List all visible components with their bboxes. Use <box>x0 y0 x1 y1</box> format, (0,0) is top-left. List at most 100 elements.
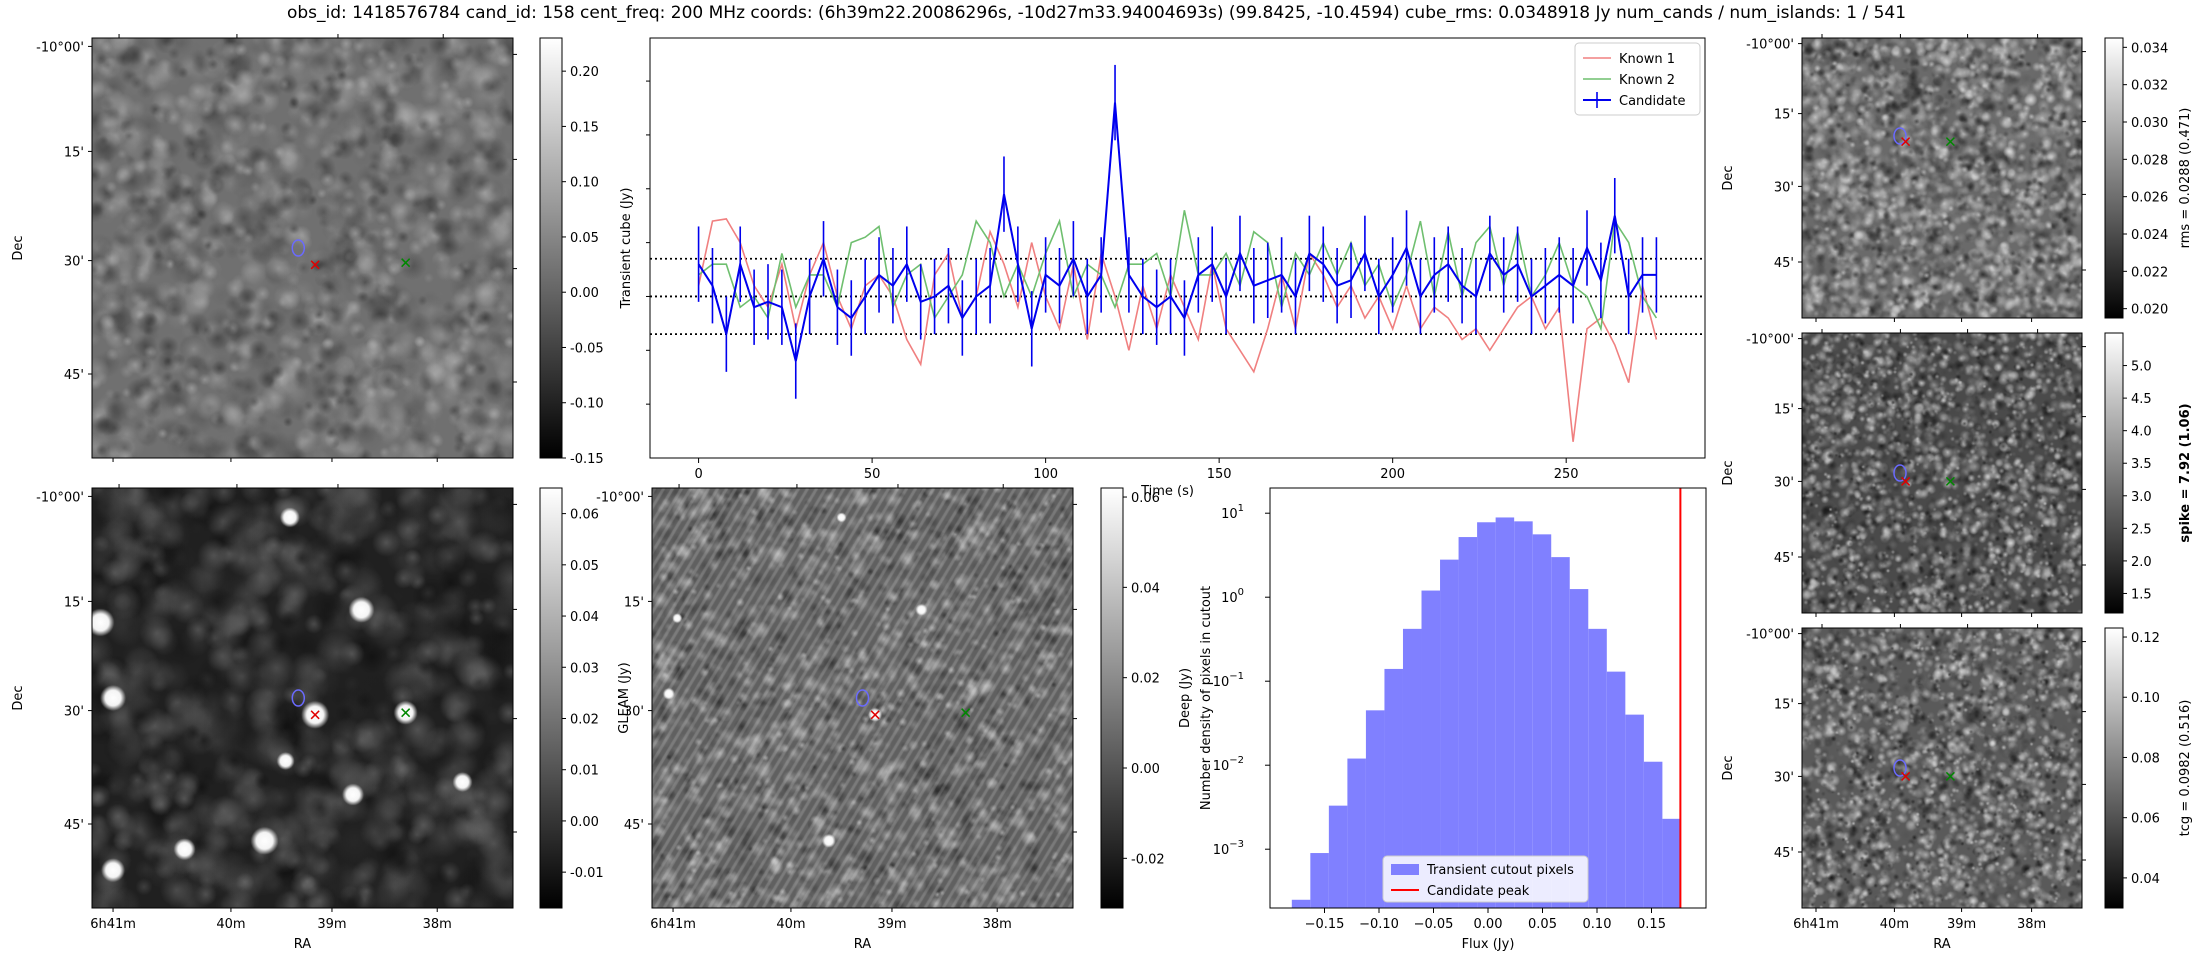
deep-cutout-colorbar <box>1100 487 1124 909</box>
histogram-bar <box>1384 668 1403 908</box>
colorbar-tick-label: 0.15 <box>570 120 599 135</box>
ra-tick-label: 38m <box>2017 917 2046 932</box>
colorbar-tick-label: 0.028 <box>2131 153 2168 168</box>
legend-label: Transient cutout pixels <box>1426 863 1574 878</box>
colorbar-label: spike = 7.92 (1.06) <box>2178 403 2193 542</box>
dec-tick-label: 15' <box>1774 403 1794 418</box>
colorbar-tick-label: 0.10 <box>570 176 599 191</box>
histogram-bar <box>1347 758 1366 908</box>
colorbar-tick-label: -0.05 <box>570 341 604 356</box>
colorbar-tick-label: 0.00 <box>570 286 599 301</box>
histogram-bar <box>1365 710 1385 908</box>
colorbar-tick-label: 0.06 <box>2131 812 2160 827</box>
colorbar-tick-label: 0.20 <box>570 65 599 80</box>
y-tick-exponent: 0 <box>1238 587 1244 598</box>
colorbar-tick-label: -0.10 <box>570 397 604 412</box>
spike-cutout-colorbar <box>2104 332 2124 614</box>
y-tick-exponent: −1 <box>1229 671 1244 682</box>
dec-tick-label: 45' <box>1774 256 1794 271</box>
legend-label: Candidate peak <box>1427 884 1530 899</box>
x-tick-label: 200 <box>1380 467 1405 482</box>
histogram-bar <box>1625 714 1644 908</box>
known-marker-green <box>401 258 411 268</box>
histogram-bar <box>1402 628 1422 908</box>
gleam-cutout-image <box>92 488 513 908</box>
colorbar-tick-label: 2.5 <box>2131 522 2152 537</box>
candidate-marker-red <box>1901 771 1911 781</box>
y-tick-label: 10−3 <box>1213 839 1244 858</box>
colorbar-tick-label: 0.024 <box>2131 228 2168 243</box>
histogram-bar <box>1606 671 1626 908</box>
dec-tick-label: 45' <box>624 818 644 833</box>
ra-tick-label: 40m <box>1880 917 1909 932</box>
colorbar-tick-label: 0.05 <box>570 559 599 574</box>
series-line-candidate <box>697 102 1657 362</box>
legend-label: Known 2 <box>1619 73 1675 88</box>
y-axis-label: Number density of pixels in cutout <box>1199 586 1214 810</box>
ra-tick-label: 38m <box>423 917 452 932</box>
colorbar-label: rms = 0.0288 (0.471) <box>2178 108 2193 249</box>
known-marker-green <box>401 708 411 718</box>
y-tick-label: 10−2 <box>1213 755 1244 774</box>
ra-tick-label: 6h41m <box>650 917 696 932</box>
dec-tick-label: 45' <box>1774 551 1794 566</box>
colorbar-tick-label: 0.10 <box>2131 691 2160 706</box>
histogram-bar <box>1514 521 1533 908</box>
rms-cutout-image <box>1802 38 2082 318</box>
histogram-bar <box>1532 534 1552 908</box>
dec-tick-label: 30' <box>1774 475 1794 490</box>
x-tick-label: 100 <box>1033 467 1058 482</box>
ra-tick-label: 6h41m <box>90 917 136 932</box>
gleam-cutout-frame <box>91 487 514 909</box>
x-tick-label: 250 <box>1554 467 1579 482</box>
histogram-bar <box>1551 557 1570 908</box>
known-marker-green <box>1945 476 1955 486</box>
colorbar-tick-label: 3.0 <box>2131 490 2152 505</box>
x-tick-label: 0.15 <box>1637 917 1666 932</box>
ra-tick-label: 39m <box>317 917 346 932</box>
histogram-bar <box>1643 761 1663 908</box>
colorbar-tick-label: 0.02 <box>1131 672 1160 687</box>
rms-cutout-frame <box>1801 37 2083 319</box>
ra-tick-label: 40m <box>216 917 245 932</box>
colorbar-tick-label: -0.15 <box>570 452 604 467</box>
candidate-marker-red <box>310 710 320 720</box>
histogram-bar <box>1310 853 1329 908</box>
transient-cutout-colorbar <box>539 37 563 459</box>
deep-cutout-frame <box>651 487 1074 909</box>
tcg-cutout-image <box>1802 628 2082 908</box>
colorbar-tick-label: 0.020 <box>2131 303 2168 318</box>
x-axis-label: Flux (Jy) <box>1462 937 1515 952</box>
colorbar-tick-label: 0.08 <box>2131 751 2160 766</box>
histogram-bar <box>1421 590 1441 908</box>
colorbar-tick-label: 0.12 <box>2131 631 2160 646</box>
x-tick-label: 0 <box>694 467 702 482</box>
x-axis-label: Time (s) <box>1140 484 1194 499</box>
legend-swatch <box>1391 864 1419 875</box>
known-marker-green <box>961 708 971 718</box>
source-marker-blue <box>1893 464 1907 482</box>
dec-tick-label: 45' <box>1774 846 1794 861</box>
known-marker-green <box>1945 771 1955 781</box>
source-marker-blue <box>1893 127 1907 145</box>
colorbar-tick-label: 0.06 <box>1131 491 1160 506</box>
histogram-bar <box>1440 559 1459 908</box>
rms-cutout-colorbar <box>2104 37 2124 319</box>
ra-tick-label: 39m <box>1947 917 1976 932</box>
figure-title: obs_id: 1418576784 cand_id: 158 cent_fre… <box>286 3 1907 23</box>
dec-axis-label: Dec <box>1721 460 1736 485</box>
colorbar-tick-label: 0.05 <box>570 231 599 246</box>
y-tick-label: 100 <box>1221 587 1244 606</box>
candidate-marker-red <box>1901 476 1911 486</box>
transient-cutout-frame <box>91 37 514 459</box>
lightcurve-frame <box>649 37 1706 459</box>
x-tick-label: 0.00 <box>1474 917 1503 932</box>
colorbar-tick-label: 0.01 <box>570 764 599 779</box>
histogram-bar <box>1291 899 1311 908</box>
dec-axis-label: Dec <box>11 235 26 260</box>
dec-axis-label: Dec <box>11 685 26 710</box>
dec-axis-label: Dec <box>1721 165 1736 190</box>
y-tick-exponent: −3 <box>1229 839 1244 850</box>
dec-tick-label: 15' <box>64 145 84 160</box>
dec-tick-label: 30' <box>624 705 644 720</box>
